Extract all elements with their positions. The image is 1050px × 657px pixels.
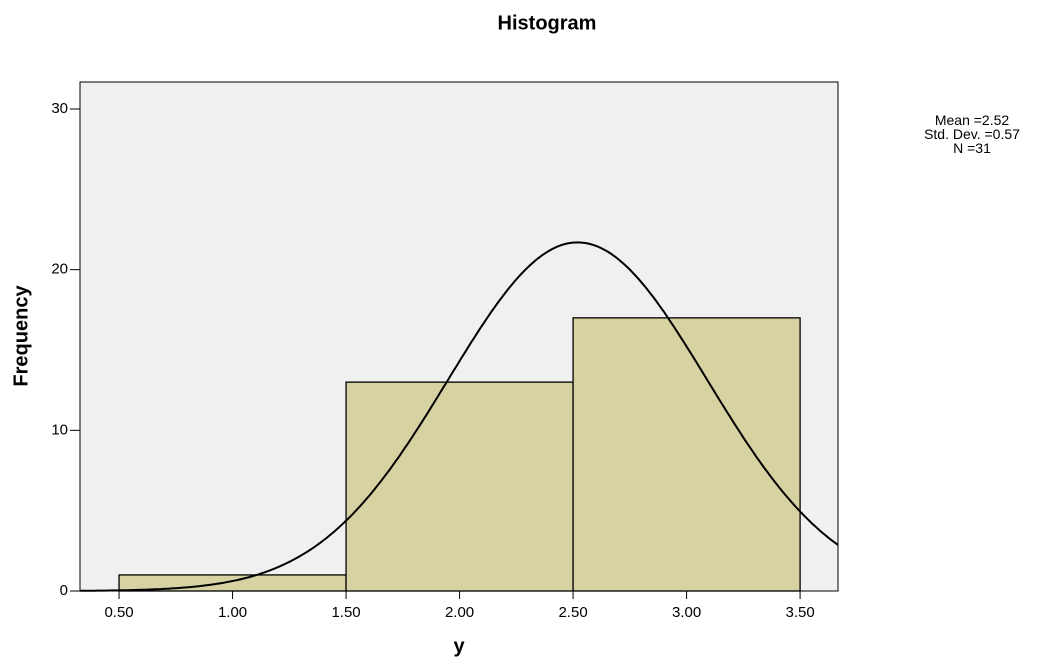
y-tick-label: 30 bbox=[51, 100, 68, 117]
stat-value: 0.57 bbox=[993, 126, 1020, 142]
stat-text: Std. Dev. =0.57 bbox=[924, 126, 1020, 142]
chart-title: Histogram bbox=[498, 12, 597, 34]
stat-value: 2.52 bbox=[982, 112, 1009, 128]
stat-text: N =31 bbox=[953, 140, 991, 156]
x-tick-label: 0.50 bbox=[104, 604, 133, 621]
bar bbox=[572, 317, 801, 592]
x-tick-label: 1.50 bbox=[331, 604, 360, 621]
normal-curve bbox=[80, 241, 839, 592]
y-tick-label: 10 bbox=[51, 421, 68, 438]
stat-text: Mean =2.52 bbox=[935, 112, 1010, 128]
x-tick-label: 3.00 bbox=[672, 604, 701, 621]
y-axis-title: Frequency bbox=[10, 285, 32, 387]
y-tick-label: 0 bbox=[60, 582, 68, 599]
x-tick-label: 3.50 bbox=[785, 604, 814, 621]
y-tick-label: 20 bbox=[51, 261, 68, 278]
stat-label: Mean = bbox=[935, 112, 982, 128]
stat-value: 31 bbox=[975, 140, 991, 156]
bar bbox=[345, 381, 574, 592]
stat-label: Std. Dev. = bbox=[924, 126, 993, 142]
x-tick-label: 2.50 bbox=[558, 604, 587, 621]
x-tick-label: 2.00 bbox=[445, 604, 474, 621]
x-axis-title: y bbox=[453, 635, 465, 657]
x-tick-label: 1.00 bbox=[218, 604, 247, 621]
stat-label: N = bbox=[953, 140, 975, 156]
